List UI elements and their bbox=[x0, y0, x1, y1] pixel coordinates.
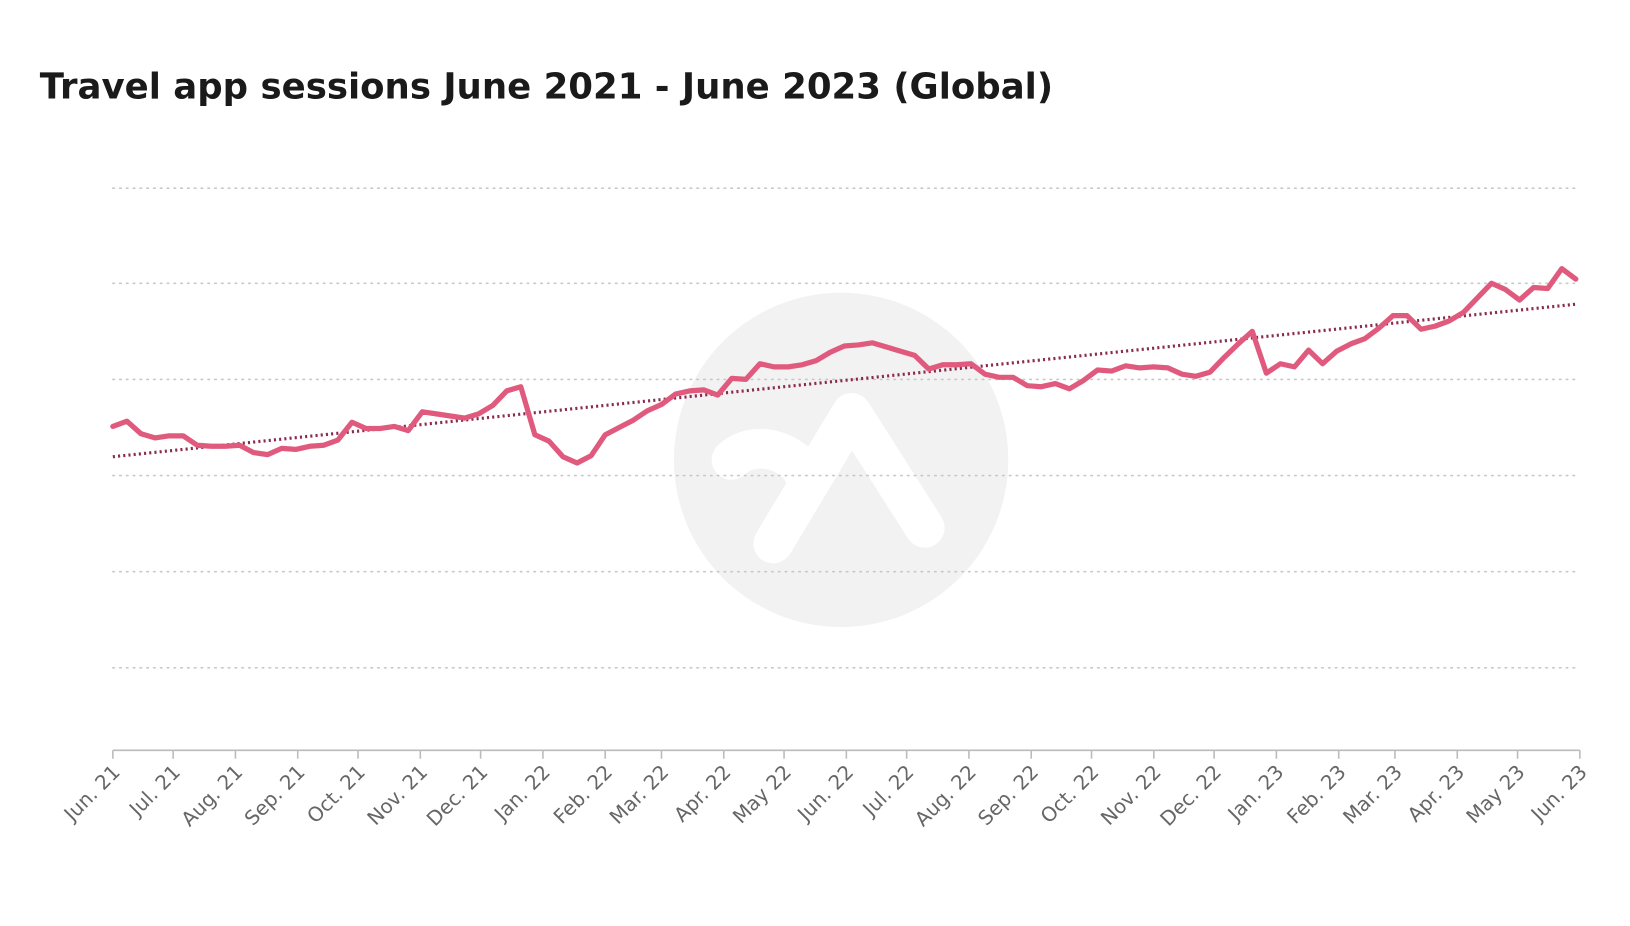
x-tick-label: Aug. 21 bbox=[177, 761, 247, 831]
x-tick-label: Oct. 22 bbox=[1036, 761, 1103, 828]
x-tick-label: Jun. 23 bbox=[1525, 761, 1591, 827]
x-tick-label: Dec. 21 bbox=[422, 761, 492, 831]
x-tick-label: Nov. 21 bbox=[363, 761, 432, 830]
x-tick-label: Jan. 22 bbox=[489, 761, 555, 827]
x-tick-label: Sep. 21 bbox=[240, 761, 309, 830]
x-tick-label: Jun. 21 bbox=[58, 761, 124, 827]
x-tick-label: May 23 bbox=[1462, 761, 1530, 829]
series-line bbox=[110, 266, 1579, 466]
chart-title: Travel app sessions June 2021 - June 202… bbox=[40, 66, 1053, 107]
x-tick-label: Jul. 22 bbox=[857, 761, 918, 822]
x-tick-label: Mar. 22 bbox=[605, 761, 673, 829]
x-tick-label: Dec. 22 bbox=[1156, 761, 1226, 831]
x-tick-label: Sep. 22 bbox=[974, 761, 1043, 830]
x-tick-label: Nov. 22 bbox=[1096, 761, 1165, 830]
x-tick-label: Apr. 23 bbox=[1403, 761, 1469, 827]
x-tick-label: Jul. 21 bbox=[124, 761, 185, 822]
x-tick-label: Apr. 22 bbox=[670, 761, 736, 827]
x-tick-label: Mar. 23 bbox=[1339, 761, 1407, 829]
x-tick-label: Feb. 23 bbox=[1283, 761, 1351, 829]
x-tick-label: Jan. 23 bbox=[1222, 761, 1288, 827]
x-tick-label: Feb. 22 bbox=[549, 761, 617, 829]
x-tick-label: Aug. 22 bbox=[910, 761, 980, 831]
x-tick-label: Oct. 21 bbox=[303, 761, 370, 828]
x-tick-label: May 22 bbox=[728, 761, 796, 829]
watermark bbox=[673, 292, 1009, 628]
x-tick-label: Jun. 22 bbox=[792, 761, 858, 827]
